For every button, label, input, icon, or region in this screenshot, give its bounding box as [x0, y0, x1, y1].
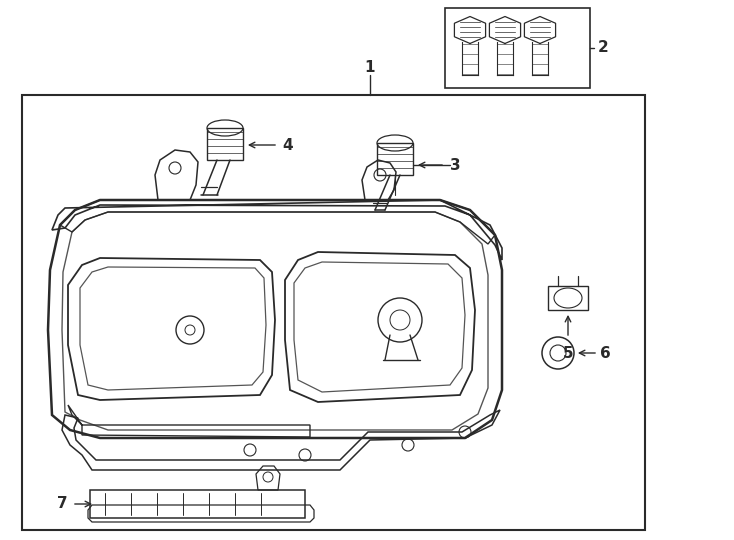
- Text: 1: 1: [365, 60, 375, 76]
- Bar: [377, 143, 413, 175]
- Text: 6: 6: [600, 346, 611, 361]
- Bar: [207, 128, 243, 160]
- Bar: [548, 286, 588, 310]
- Text: 3: 3: [450, 158, 461, 172]
- Text: 2: 2: [598, 40, 608, 56]
- Text: 7: 7: [57, 496, 68, 511]
- Bar: [22, 95, 645, 530]
- Text: 5: 5: [563, 346, 573, 361]
- Bar: [90, 490, 305, 518]
- Bar: [445, 8, 590, 88]
- Text: 4: 4: [282, 138, 293, 152]
